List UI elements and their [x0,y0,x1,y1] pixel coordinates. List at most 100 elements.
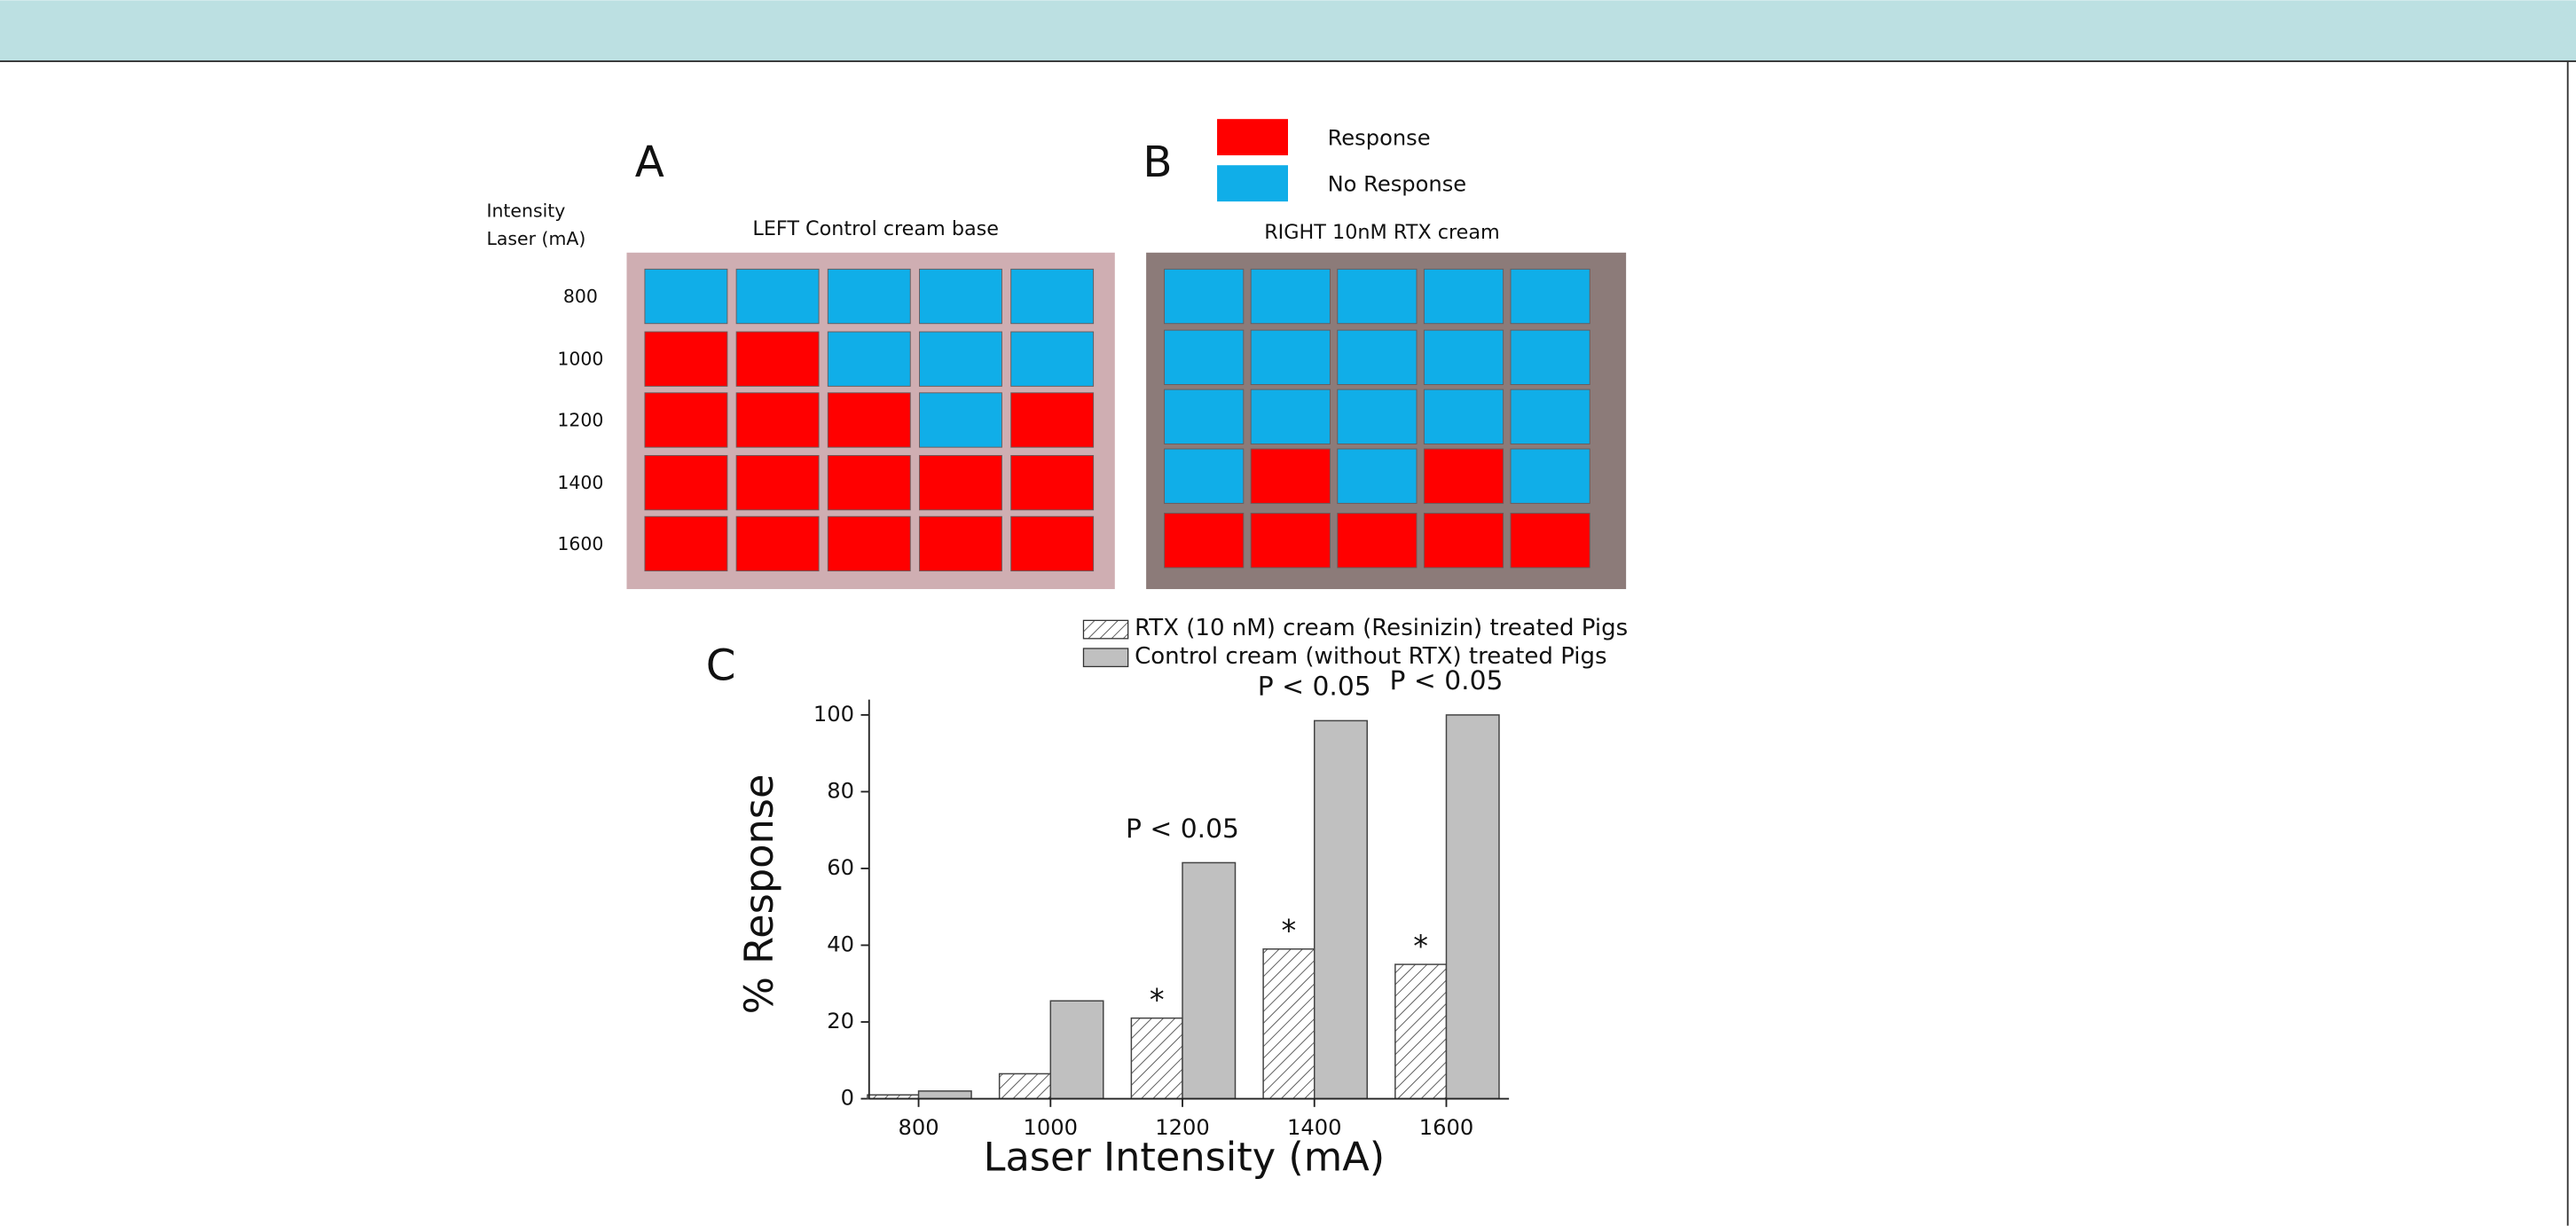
legend-label: RTX (10 nM) cream (Resinizin) treated Pi… [1135,615,1628,641]
grid-cell [1010,454,1095,511]
grid-cell [1423,389,1504,444]
annotation: * [1150,983,1165,1018]
grid-cell [735,392,820,448]
panel-label: B [1143,138,1172,187]
grid-cell [1510,448,1590,504]
grid-cell [919,268,1002,325]
x-tick-label: 1000 [1024,1115,1078,1140]
annotation: P < 0.05 [1126,813,1239,845]
grid-cell [1010,515,1095,572]
grid-cell [1510,513,1590,569]
grid-cell [827,268,911,325]
row-label: 1200 [557,409,603,430]
y-axis-title: % Response [736,774,782,1015]
grid-cell [735,515,820,572]
chart-label: C [706,641,736,690]
bar [1049,1000,1104,1100]
grid-cell [919,392,1002,448]
grid-cell [919,515,1002,572]
grid-cell [644,268,728,325]
y-tick-label: 60 [827,855,854,880]
y-tick-label: 0 [841,1086,854,1111]
grid-cell [1250,448,1331,504]
grid-cell [644,454,728,511]
x-tick-label: 1600 [1419,1115,1473,1140]
grid-cell [919,454,1002,511]
annotation: P < 0.05 [1258,672,1371,703]
grid-cell [1337,268,1418,325]
grid-cell [827,454,911,511]
grid-cell [644,515,728,572]
row-label: 1600 [557,533,603,554]
row-label: 800 [563,286,598,307]
grid-cell [644,392,728,448]
grid-cell [1510,268,1590,325]
row-header: Laser (mA) [486,228,585,249]
bar [1130,1017,1183,1100]
grid-cell [827,515,911,572]
panel-label: A [635,138,664,187]
legend-swatch [1217,165,1288,202]
grid-cell [1337,389,1418,444]
bar [917,1090,972,1100]
grid-cell [1423,448,1504,504]
grid-cell [1250,389,1331,444]
grid-cell [1423,268,1504,325]
bar [1314,719,1368,1100]
annotation: * [1413,929,1428,963]
annotation: P < 0.05 [1389,665,1503,696]
bar [998,1073,1052,1100]
grid-cell [735,454,820,511]
grid-cell [1010,392,1095,448]
row-header: Intensity [486,200,565,221]
grid-cell [1250,329,1331,385]
legend-label: Control cream (without RTX) treated Pigs [1135,643,1607,670]
legend-swatch [1082,619,1129,640]
legend-label: Response [1328,125,1431,150]
y-tick-label: 20 [827,1009,854,1033]
grid-cell [1164,268,1245,325]
panel-title: RIGHT 10nM RTX cream [1264,221,1500,244]
grid-cell [735,268,820,325]
grid-cell [1510,329,1590,385]
grid-cell [1337,329,1418,385]
grid-cell [735,331,820,387]
grid-cell [1423,513,1504,569]
bar [1445,714,1500,1100]
grid-cell [1164,329,1245,385]
grid-cell [1510,389,1590,444]
y-tick-label: 40 [827,931,854,956]
y-tick-label: 80 [827,778,854,803]
grid-cell [1250,268,1331,325]
header-bar [0,0,2576,62]
grid-cell [1164,389,1245,444]
grid-cell [919,331,1002,387]
grid-cell [1423,329,1504,385]
legend-label: No Response [1328,172,1467,197]
grid-cell [1164,513,1245,569]
row-label: 1000 [557,349,603,370]
grid-cell [1010,268,1095,325]
grid-cell [1337,513,1418,569]
x-axis-title: Laser Intensity (mA) [984,1134,1386,1180]
grid-cell [1164,448,1245,504]
grid-cell [1337,448,1418,504]
grid-cell [1010,331,1095,387]
row-label: 1400 [557,472,603,493]
grid-cell [1250,513,1331,569]
bar [1394,963,1448,1100]
bar [1262,948,1315,1100]
legend-swatch [1082,648,1129,668]
x-tick-label: 1200 [1155,1115,1209,1140]
y-tick-label: 100 [813,702,854,727]
grid-cell [644,331,728,387]
grid-cell [827,331,911,387]
grid-cell [827,392,911,448]
x-tick-label: 800 [898,1115,939,1140]
annotation: * [1282,914,1297,948]
bar [1182,861,1237,1100]
x-tick-label: 1400 [1287,1115,1341,1140]
panel-title: LEFT Control cream base [752,217,999,240]
